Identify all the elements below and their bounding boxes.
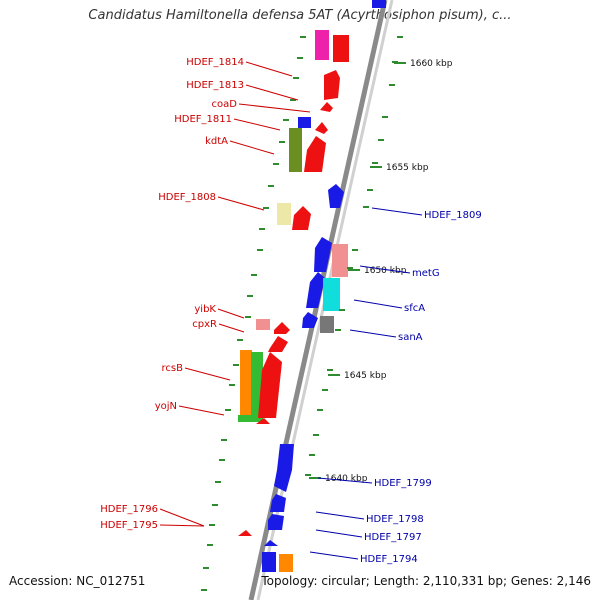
feature-olive[interactable] bbox=[289, 128, 302, 172]
kbp-tick-label: 1655 kbp bbox=[386, 163, 429, 173]
gene-label-hdef_1813[interactable]: HDEF_1813 bbox=[186, 80, 244, 91]
gene-label-hdef_1795[interactable]: HDEF_1795 bbox=[100, 520, 158, 531]
gene-label-hdef_1808[interactable]: HDEF_1808 bbox=[158, 192, 216, 203]
feature-red-arrow-2[interactable] bbox=[320, 102, 333, 112]
feature-red-arrow-3[interactable] bbox=[315, 122, 328, 134]
gene-callout-line bbox=[178, 405, 225, 416]
gene-label-hdef_1797[interactable]: HDEF_1797 bbox=[364, 532, 422, 543]
kbp-tick-label: 1645 kbp bbox=[344, 371, 387, 381]
gene-label-cpxr[interactable]: cpxR bbox=[192, 319, 217, 330]
gene-label-hdef_1814[interactable]: HDEF_1814 bbox=[186, 57, 244, 68]
feature-red-arrow-6[interactable] bbox=[274, 322, 290, 334]
gene-callout-line bbox=[317, 477, 373, 484]
gene-label-hdef_1798[interactable]: HDEF_1798 bbox=[366, 514, 424, 525]
gene-label-hdef_1811[interactable]: HDEF_1811 bbox=[174, 114, 232, 125]
feature-blue-arrow-1[interactable] bbox=[328, 184, 344, 208]
feature-yellow[interactable] bbox=[277, 203, 291, 225]
gene-callout-line bbox=[315, 529, 363, 538]
feature-magenta[interactable] bbox=[315, 30, 329, 60]
feature-glyphs bbox=[238, 0, 386, 572]
gene-label-hdef_1799[interactable]: HDEF_1799 bbox=[374, 478, 432, 489]
feature-blue-arrow-3[interactable] bbox=[306, 272, 325, 308]
accession-label: Accession: NC_012751 bbox=[9, 574, 146, 588]
gene-label-yojn[interactable]: yojN bbox=[155, 401, 177, 412]
feature-blue-arrow-5[interactable] bbox=[274, 444, 294, 492]
feature-blue-arrow-4[interactable] bbox=[302, 312, 318, 328]
right-gene-callouts: HDEF_1809 metG sfcA sanA HDEF_1799 HDEF_1798 H… bbox=[309, 207, 482, 565]
feature-red-arrow-1[interactable] bbox=[324, 70, 340, 100]
feature-blue-arrow-8[interactable] bbox=[264, 540, 278, 546]
feature-pink-small[interactable] bbox=[256, 319, 270, 330]
gene-label-hdef_1809[interactable]: HDEF_1809 bbox=[424, 210, 482, 221]
kbp-ticks: 1660 kbp 1655 kbp 1650 kbp 1645 kbp 1640 kbp bbox=[309, 59, 453, 484]
feature-pink[interactable] bbox=[332, 244, 348, 277]
gene-label-sana[interactable]: sanA bbox=[398, 332, 423, 343]
feature-blue-arrow-7[interactable] bbox=[268, 514, 284, 530]
gene-label-coad[interactable]: coaD bbox=[212, 99, 238, 110]
gene-callout-line bbox=[349, 329, 397, 338]
gene-callout-line bbox=[245, 61, 293, 77]
gene-label-sfca[interactable]: sfcA bbox=[404, 303, 425, 314]
gene-callout-line bbox=[245, 84, 299, 101]
gene-callout-line bbox=[217, 196, 265, 211]
gene-callout-line bbox=[238, 103, 311, 113]
feature-red-arrow-7[interactable] bbox=[268, 336, 288, 352]
gene-callout-line bbox=[229, 140, 275, 155]
kbp-tick-label: 1640 kbp bbox=[325, 474, 368, 484]
gene-callout-line bbox=[359, 265, 411, 274]
gene-callout-line bbox=[353, 299, 403, 309]
feature-gray[interactable] bbox=[320, 316, 334, 333]
feature-red-arrow-4[interactable] bbox=[304, 136, 326, 172]
gene-callout-line bbox=[315, 511, 365, 520]
gene-label-yibk[interactable]: yibK bbox=[194, 304, 216, 315]
gene-label-hdef_1796[interactable]: HDEF_1796 bbox=[100, 504, 158, 515]
feature-blue-small[interactable] bbox=[298, 117, 311, 128]
gene-callout-line bbox=[159, 508, 205, 527]
feature-blue-bottom[interactable] bbox=[262, 552, 276, 572]
gene-callout-line bbox=[233, 118, 281, 131]
feature-orange[interactable] bbox=[240, 350, 252, 418]
feature-red-top[interactable] bbox=[333, 35, 349, 62]
left-gene-callouts: HDEF_1814 HDEF_1813 coaD HDEF_1811 kdtA HDEF_… bbox=[100, 57, 311, 531]
gene-callout-line bbox=[309, 551, 359, 560]
gene-label-rcsb[interactable]: rcsB bbox=[162, 363, 184, 374]
gene-callout-line bbox=[217, 308, 245, 319]
map-title: Candidatus Hamiltonella defensa 5AT (Acy… bbox=[88, 8, 512, 23]
feature-red-arrow-9[interactable] bbox=[256, 418, 270, 424]
feature-orange-bottom[interactable] bbox=[279, 554, 293, 572]
feature-red-arrow-10[interactable] bbox=[238, 530, 252, 536]
gene-callout-line bbox=[184, 367, 231, 381]
gene-callout-line bbox=[371, 207, 423, 216]
feature-cyan[interactable] bbox=[323, 278, 340, 311]
genome-summary-label: Topology: circular; Length: 2,110,331 bp… bbox=[261, 574, 591, 588]
feature-red-arrow-8[interactable] bbox=[258, 352, 282, 418]
gene-label-kdta[interactable]: kdtA bbox=[205, 136, 228, 147]
gene-label-metg[interactable]: metG bbox=[412, 268, 440, 279]
kbp-tick-label: 1660 kbp bbox=[410, 59, 453, 69]
tick-marks bbox=[201, 36, 403, 591]
gene-callout-line bbox=[159, 524, 205, 527]
gene-label-hdef_1794[interactable]: HDEF_1794 bbox=[360, 554, 418, 565]
feature-blue-arrow-6[interactable] bbox=[270, 494, 286, 512]
feature-blue-arrow-2[interactable] bbox=[314, 237, 332, 272]
gene-callout-line bbox=[218, 323, 245, 333]
kbp-tick-label: 1650 kbp bbox=[364, 266, 407, 276]
feature-blue-top[interactable] bbox=[372, 0, 386, 8]
feature-green-small[interactable] bbox=[238, 415, 251, 422]
feature-red-arrow-5[interactable] bbox=[292, 206, 311, 230]
